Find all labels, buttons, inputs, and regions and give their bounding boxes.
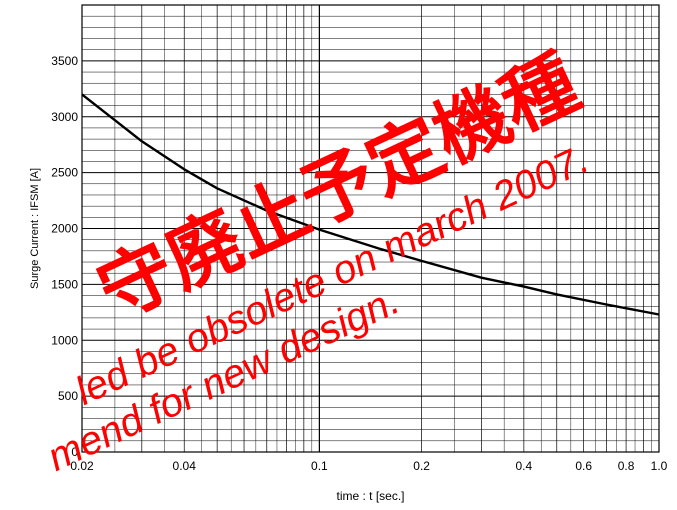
y-tick-label: 0 <box>71 445 78 459</box>
x-tick-label: 0.1 <box>311 459 328 473</box>
x-tick-label: 0.6 <box>575 459 592 473</box>
x-tick-label: 1.0 <box>651 459 668 473</box>
y-tick-label: 2500 <box>51 166 78 180</box>
y-tick-label: 3000 <box>51 110 78 124</box>
y-tick-label: 500 <box>58 389 78 403</box>
x-tick-label: 0.2 <box>413 459 430 473</box>
y-tick-label: 2000 <box>51 222 78 236</box>
x-axis-label: time : t [sec.] <box>336 489 404 503</box>
y-tick-label: 1000 <box>51 333 78 347</box>
plot-frame <box>81 4 660 453</box>
series-group <box>81 93 660 316</box>
watermark: 守廃止予定機種 led be obsolete on march 2007. m… <box>41 41 596 480</box>
x-tick-label: 0.8 <box>618 459 635 473</box>
y-axis-label: Surge Current : IFSM [A] <box>29 168 41 289</box>
grid <box>81 4 659 453</box>
series-line <box>81 93 660 316</box>
x-tick-label: 0.4 <box>516 459 533 473</box>
x-tick-label: 0.02 <box>70 459 94 473</box>
x-tick-label: 0.04 <box>173 459 197 473</box>
y-tick-label: 3500 <box>51 54 78 68</box>
y-tick-label: 1500 <box>51 277 78 291</box>
y-axis-ticks: 0 500 1000 1500 2000 2500 3000 3500 <box>51 54 78 459</box>
x-axis-ticks: 0.02 0.04 0.1 0.2 0.4 0.6 0.8 1.0 <box>70 459 667 473</box>
